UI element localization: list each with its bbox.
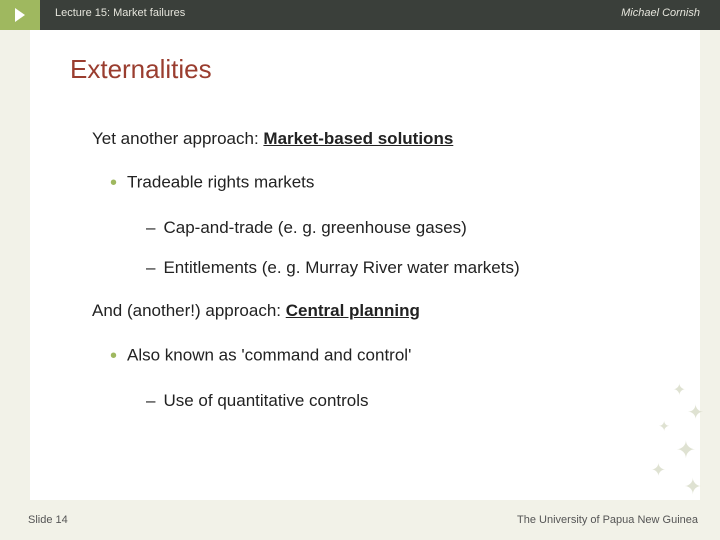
approach-2-prefix: And (another!) approach:	[92, 301, 286, 320]
slide-number: Slide 14	[28, 514, 68, 526]
slide-container: Lecture 15: Market failures Michael Corn…	[0, 0, 720, 540]
sub-2a-text: Use of quantitative controls	[163, 391, 368, 410]
dash-icon: –	[146, 258, 155, 277]
header-bar: Lecture 15: Market failures Michael Corn…	[0, 0, 720, 30]
approach-2: And (another!) approach: Central plannin…	[92, 292, 680, 329]
approach-1: Yet another approach: Market-based solut…	[92, 120, 680, 157]
dash-icon: –	[146, 218, 155, 237]
bullet-2-text: Also known as 'command and control'	[127, 345, 411, 364]
sub-1b-text: Entitlements (e. g. Murray River water m…	[163, 258, 519, 277]
author-label: Michael Cornish	[621, 7, 700, 19]
bullet-1-text: Tradeable rights markets	[127, 173, 314, 192]
approach-1-prefix: Yet another approach:	[92, 129, 263, 148]
org-label: The University of Papua New Guinea	[517, 514, 698, 526]
bullet-dot-icon: •	[110, 345, 117, 367]
sub-entitlements: –Entitlements (e. g. Murray River water …	[146, 249, 680, 286]
body-text: Yet another approach: Market-based solut…	[92, 120, 680, 419]
sub-1a-text: Cap-and-trade (e. g. greenhouse gases)	[163, 218, 466, 237]
approach-1-label: Market-based solutions	[263, 129, 453, 148]
lecture-label: Lecture 15: Market failures	[55, 7, 185, 19]
slide-title: Externalities	[70, 54, 212, 85]
bullet-command: • Also known as 'command and control'	[110, 334, 680, 378]
arrow-icon	[0, 0, 40, 30]
dash-icon: –	[146, 391, 155, 410]
approach-2-label: Central planning	[286, 301, 420, 320]
bullet-dot-icon: •	[110, 172, 117, 194]
bullet-tradeable: • Tradeable rights markets	[110, 161, 680, 205]
sub-quantitative: –Use of quantitative controls	[146, 382, 680, 419]
sub-cap-trade: –Cap-and-trade (e. g. greenhouse gases)	[146, 209, 680, 246]
